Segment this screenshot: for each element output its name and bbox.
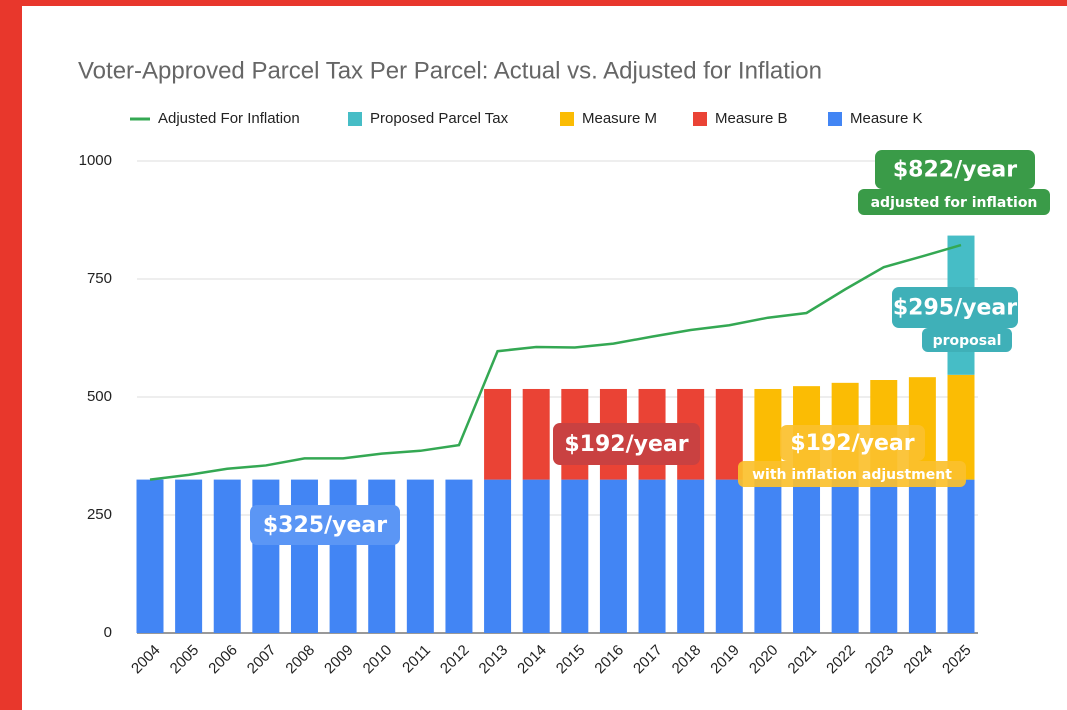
x-tick-label: 2017: [630, 642, 666, 678]
annotation-text: $822/year: [893, 158, 1017, 183]
annotation-subtext: adjusted for inflation: [871, 195, 1038, 211]
bar: [136, 479, 164, 633]
bar: [445, 479, 473, 633]
annotation-text: $325/year: [263, 513, 387, 538]
x-tick-label: 2019: [707, 642, 743, 678]
x-tick-label: 2012: [437, 642, 473, 678]
legend-label: Measure K: [850, 110, 923, 127]
x-tick-label: 2009: [321, 642, 357, 678]
bar: [908, 479, 936, 633]
x-tick-label: 2014: [514, 642, 550, 678]
bar: [329, 479, 357, 633]
legend-label: Proposed Parcel Tax: [370, 110, 509, 127]
x-tick-label: 2004: [128, 642, 164, 678]
chart-title: Voter-Approved Parcel Tax Per Parcel: Ac…: [78, 57, 822, 84]
x-tick-label: 2018: [669, 642, 705, 678]
bar: [213, 479, 241, 633]
y-tick-label: 250: [87, 506, 112, 523]
bar: [368, 479, 396, 633]
bar: [677, 479, 705, 633]
y-tick-label: 500: [87, 388, 112, 405]
legend-label: Measure M: [582, 110, 657, 127]
bar: [754, 479, 782, 633]
x-tick-label: 2011: [399, 642, 434, 677]
legend-label: Adjusted For Inflation: [158, 110, 300, 127]
bar: [522, 388, 550, 480]
y-tick-label: 1000: [79, 152, 112, 169]
x-tick-label: 2021: [785, 642, 821, 678]
bar: [484, 388, 512, 480]
annotation-subtext: proposal: [933, 333, 1002, 349]
legend-swatch: [828, 112, 842, 126]
line: [149, 243, 962, 481]
legend-swatch: [348, 112, 362, 126]
bar: [406, 479, 434, 633]
annotation-box: [780, 425, 925, 461]
bar: [561, 479, 589, 633]
annotation-text: $295/year: [893, 296, 1017, 321]
frame-left: [0, 0, 22, 710]
bar: [715, 388, 743, 480]
annotation-box: [892, 287, 1018, 328]
bar: [252, 479, 280, 633]
x-tick-label: 2025: [939, 642, 975, 678]
x-tick-label: 2022: [823, 642, 859, 678]
annotation-box: [738, 461, 966, 487]
annotation-box: [922, 328, 1012, 352]
x-tick-label: 2023: [862, 642, 898, 678]
x-tick-label: 2016: [591, 642, 627, 678]
x-tick-label: 2006: [205, 642, 241, 678]
bar: [522, 479, 550, 633]
annotation-box: [858, 189, 1050, 215]
bar: [599, 479, 627, 633]
legend-swatch: [693, 112, 707, 126]
bar: [484, 479, 512, 633]
legend-swatch: [560, 112, 574, 126]
annotation-box: [250, 505, 400, 545]
y-tick-label: 750: [87, 270, 112, 287]
legend-label: Measure B: [715, 110, 788, 127]
bar: [715, 479, 743, 633]
x-tick-label: 2005: [167, 642, 203, 678]
bar: [175, 479, 203, 633]
x-tick-label: 2010: [360, 642, 396, 678]
bar: [870, 479, 898, 633]
y-tick-label: 0: [104, 624, 112, 641]
x-tick-label: 2007: [244, 642, 280, 678]
bar: [290, 479, 318, 633]
bar: [638, 479, 666, 633]
bar: [831, 479, 859, 633]
x-tick-label: 2020: [746, 642, 782, 678]
x-tick-label: 2008: [282, 642, 318, 678]
x-tick-label: 2024: [900, 642, 936, 678]
annotation-text: $192/year: [564, 432, 688, 457]
bar: [793, 479, 821, 633]
frame-top: [0, 0, 1067, 6]
bar: [947, 479, 975, 633]
annotation-text: $192/year: [790, 431, 914, 456]
x-tick-label: 2013: [476, 642, 512, 678]
annotation-subtext: with inflation adjustment: [752, 467, 952, 483]
annotation-box: [553, 423, 700, 465]
x-tick-label: 2015: [553, 642, 589, 678]
annotation-box: [875, 150, 1035, 189]
